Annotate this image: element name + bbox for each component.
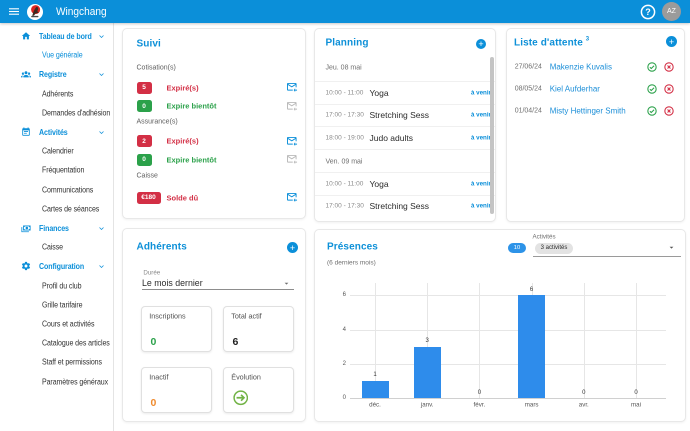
svg-text:?: ? <box>645 7 651 17</box>
